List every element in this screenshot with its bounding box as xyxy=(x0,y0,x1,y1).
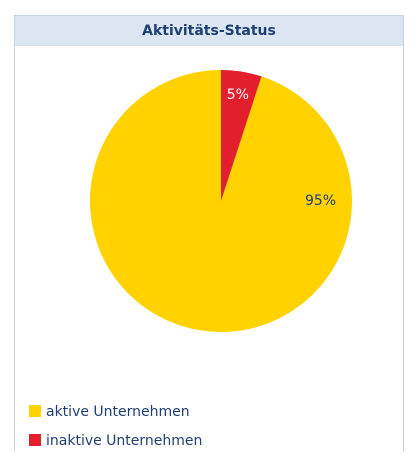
data-label: 5% xyxy=(227,87,249,103)
legend-swatch xyxy=(29,405,41,417)
legend-swatch xyxy=(29,434,41,446)
pie-slice xyxy=(221,70,262,201)
data-label: 95% xyxy=(305,193,336,209)
panel-header xyxy=(15,16,403,46)
legend-label: aktive Unternehmen xyxy=(46,404,190,420)
pie-slice xyxy=(90,70,353,332)
legend-label: inaktive Unternehmen xyxy=(46,433,202,449)
chart-title: Aktivitäts-Status xyxy=(142,23,276,39)
